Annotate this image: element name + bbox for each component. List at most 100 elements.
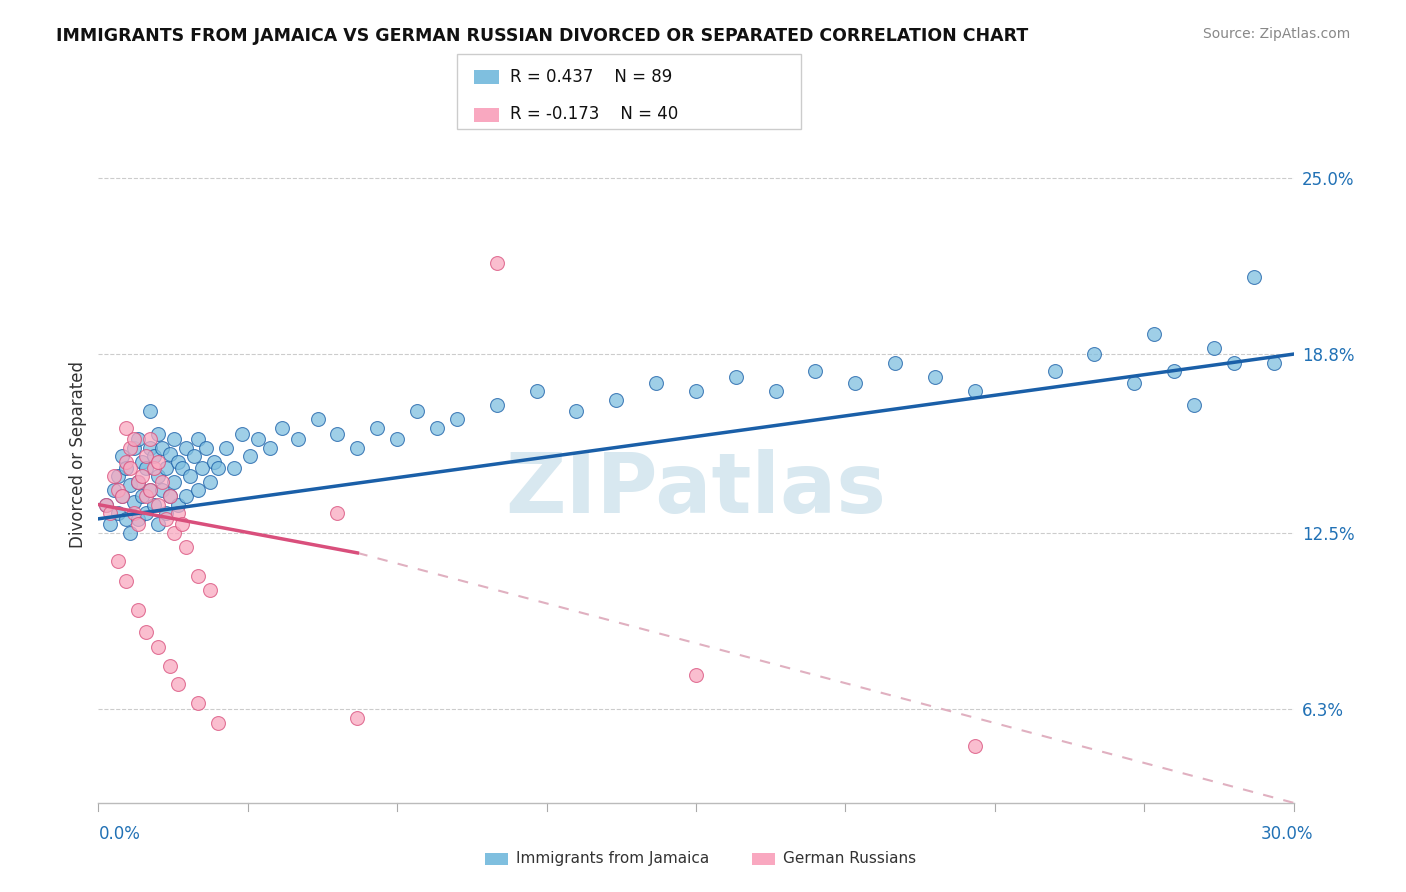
Point [446,412,468,426]
Text: R = -0.173    N = 40: R = -0.173 N = 40 [510,105,679,123]
Y-axis label: Divorced or Separated: Divorced or Separated [69,361,87,549]
Point [148,498,170,512]
Point [107,554,129,568]
Point [143,498,166,512]
Point [124,432,146,446]
Point [1123,376,1146,390]
Text: 0.0%: 0.0% [98,825,141,843]
Point [222,460,245,475]
Point [231,426,253,441]
Point [139,483,162,498]
Point [259,441,281,455]
Point [155,460,177,475]
Point [111,489,134,503]
Text: R = 0.437    N = 89: R = 0.437 N = 89 [510,68,672,86]
Point [143,450,166,464]
Text: German Russians: German Russians [783,852,917,866]
Text: ZIPatlas: ZIPatlas [506,450,886,530]
Text: 30.0%: 30.0% [1260,825,1313,843]
Point [485,398,508,412]
Point [202,455,225,469]
Point [150,441,173,455]
Point [346,710,368,724]
Point [187,432,209,446]
Point [155,506,177,520]
Point [115,460,138,475]
Point [215,441,238,455]
Point [135,625,157,640]
Point [103,483,125,498]
Point [96,498,118,512]
Point [924,369,946,384]
Point [111,450,134,464]
Point [174,540,197,554]
Point [163,432,186,446]
Point [143,460,166,475]
Point [1043,364,1066,378]
Point [246,432,269,446]
Point [111,489,134,503]
Point [103,469,125,483]
Point [167,455,190,469]
Point [148,640,170,654]
Point [96,498,118,512]
Point [150,475,173,489]
Point [198,582,221,597]
Point [187,697,209,711]
Point [115,421,138,435]
Point [131,489,153,503]
Point [195,441,218,455]
Point [645,376,668,390]
Point [148,426,170,441]
Point [174,489,197,503]
Point [426,421,449,435]
Point [159,489,181,503]
Point [1083,347,1105,361]
Point [131,455,153,469]
Point [107,483,129,498]
Point [163,526,186,541]
Point [131,469,153,483]
Point [366,421,388,435]
Point [167,498,190,512]
Point [685,668,707,682]
Point [270,421,292,435]
Point [148,455,170,469]
Point [139,441,162,455]
Point [1223,356,1246,370]
Point [963,739,986,753]
Point [1143,327,1166,342]
Point [565,404,588,418]
Point [1243,270,1265,285]
Point [139,432,162,446]
Point [326,426,349,441]
Point [98,506,122,520]
Point [139,404,162,418]
Point [963,384,986,398]
Point [148,469,170,483]
Point [287,432,309,446]
Point [127,432,149,446]
Point [127,517,149,532]
Point [187,483,209,498]
Point [127,475,149,489]
Point [884,356,907,370]
Point [120,460,142,475]
Point [155,512,177,526]
Point [127,603,149,617]
Point [107,469,129,483]
Point [207,716,229,731]
Point [765,384,787,398]
Point [124,506,146,520]
Point [159,489,181,503]
Point [120,477,142,491]
Point [605,392,627,407]
Point [115,455,138,469]
Point [844,376,866,390]
Point [120,526,142,541]
Point [127,512,149,526]
Point [485,256,508,270]
Point [163,475,186,489]
Point [207,460,229,475]
Point [120,441,142,455]
